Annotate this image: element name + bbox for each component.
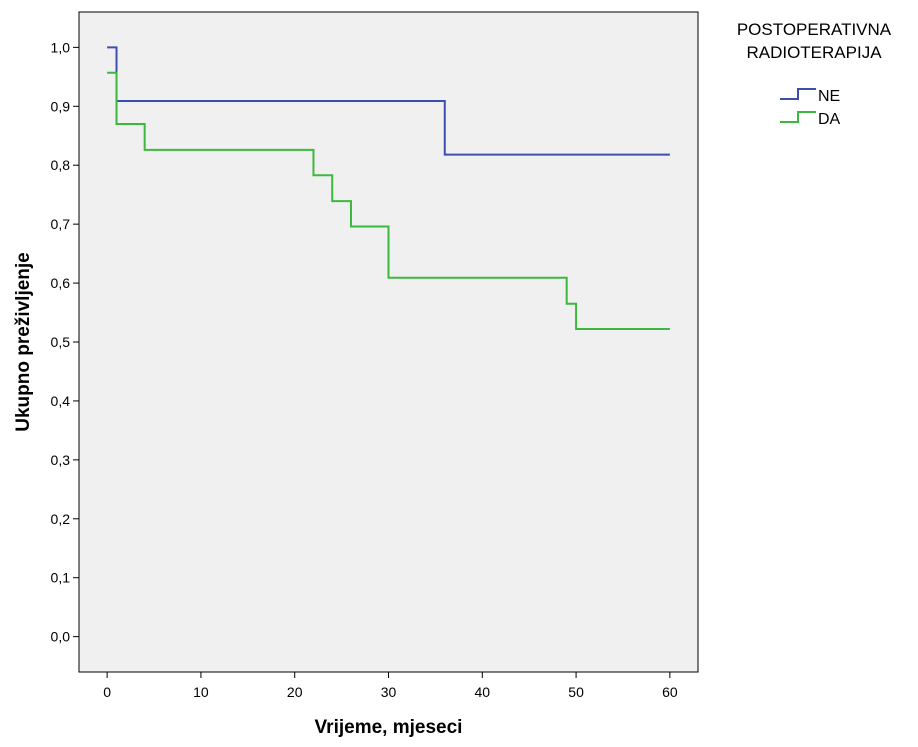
legend-swatch-da <box>780 111 816 123</box>
x-axis-ticks: 0 10 20 30 40 50 60 <box>103 672 678 700</box>
plot-area <box>78 11 699 673</box>
y-tick-label: 0,3 <box>51 452 71 468</box>
x-tick-label: 10 <box>193 684 209 700</box>
y-tick-label: 0,4 <box>51 393 71 409</box>
x-tick-label: 60 <box>662 684 678 700</box>
legend-label-da: DA <box>818 111 841 128</box>
x-tick-label: 0 <box>103 684 111 700</box>
series-lines <box>107 46 670 331</box>
x-tick-label: 30 <box>381 684 397 700</box>
y-tick-label: 0,7 <box>51 216 71 232</box>
legend-swatch-ne <box>780 88 816 100</box>
legend-label-ne: NE <box>818 88 840 105</box>
x-tick-label: 20 <box>287 684 303 700</box>
x-tick-label: 40 <box>474 684 490 700</box>
y-tick-label: 0,5 <box>51 334 71 350</box>
x-tick-label: 50 <box>568 684 584 700</box>
legend-title-line-2: RADIOTERAPIJA <box>746 43 882 62</box>
y-tick-label: 0,0 <box>51 629 71 645</box>
y-tick-label: 1,0 <box>51 39 71 55</box>
y-axis-title: Ukupno preživljenje <box>13 252 34 431</box>
y-tick-label: 0,1 <box>51 570 71 586</box>
legend-items: NE DA <box>780 88 841 128</box>
y-tick-label: 0,2 <box>51 511 71 527</box>
legend: POSTOPERATIVNA RADIOTERAPIJA NE DA <box>737 20 892 128</box>
y-axis-ticks: 0,0 0,1 0,2 0,3 0,4 0,5 0,6 0,7 0,8 0,9 1,0 <box>51 39 79 645</box>
y-tick-label: 0,8 <box>51 157 71 173</box>
legend-title-line-1: POSTOPERATIVNA <box>737 20 892 39</box>
y-tick-label: 0,9 <box>51 98 71 114</box>
x-axis-title: Vrijeme, mjeseci <box>315 717 463 738</box>
series-line-ne <box>107 46 670 156</box>
y-tick-label: 0,6 <box>51 275 71 291</box>
series-line-da <box>107 71 670 331</box>
